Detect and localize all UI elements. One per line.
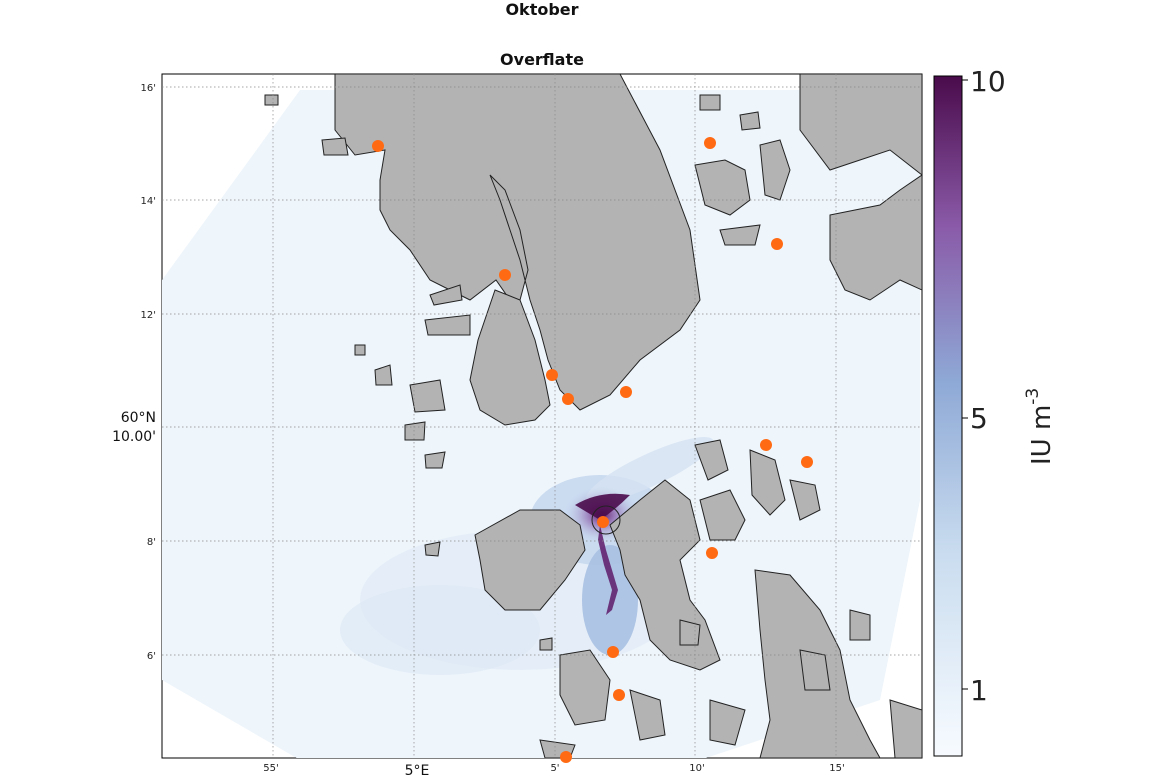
site-marker bbox=[372, 140, 384, 152]
islet-13 bbox=[849, 609, 871, 641]
lat-tick-16: 16' bbox=[141, 83, 156, 94]
lon-tick-5: 5' bbox=[550, 763, 559, 774]
land-ne-3 bbox=[759, 139, 791, 201]
site-marker bbox=[801, 456, 813, 468]
land-peninsula bbox=[469, 289, 551, 426]
lat-tick-14: 14' bbox=[141, 196, 156, 207]
site-marker bbox=[562, 393, 574, 405]
land-ne-1 bbox=[799, 74, 922, 176]
colorbar-unit-label: IU m-3 bbox=[1023, 388, 1057, 465]
land-central-west bbox=[474, 509, 586, 611]
colorbar-label-mid: 5 bbox=[970, 402, 988, 435]
land-se-3 bbox=[749, 449, 786, 516]
land-south-4 bbox=[709, 699, 746, 746]
land-mainland-north bbox=[334, 74, 701, 411]
islet-9 bbox=[264, 94, 279, 106]
site-marker bbox=[597, 516, 609, 528]
islet-4 bbox=[424, 451, 446, 469]
site-marker bbox=[607, 646, 619, 658]
colorbar-label-max: 10 bbox=[970, 65, 1006, 98]
lon-tick-5e: 5°E bbox=[405, 763, 430, 777]
islet-7 bbox=[354, 344, 366, 356]
lat-tick-major-deg: 60°N bbox=[121, 410, 156, 426]
site-marker bbox=[620, 386, 632, 398]
land-ne-2 bbox=[829, 174, 922, 301]
lon-tick-15: 15' bbox=[829, 763, 844, 774]
lon-tick-55: 55' bbox=[263, 763, 278, 774]
land-se-6 bbox=[889, 699, 922, 758]
title-month: Oktober bbox=[505, 0, 579, 19]
lat-tick-8: 8' bbox=[147, 537, 156, 548]
islet-5 bbox=[404, 421, 426, 441]
model-domain bbox=[162, 90, 920, 758]
islet-3 bbox=[429, 284, 463, 306]
land-ne-5 bbox=[719, 224, 761, 246]
site-marker bbox=[706, 547, 718, 559]
release-circle bbox=[591, 505, 621, 535]
lat-tick-12: 12' bbox=[141, 310, 156, 321]
sites-layer bbox=[372, 137, 813, 763]
land-se-4 bbox=[789, 479, 821, 521]
colorbar-unit: IU m bbox=[1027, 405, 1057, 465]
graticule bbox=[162, 74, 922, 758]
islet-11 bbox=[699, 94, 721, 111]
islet-10 bbox=[321, 137, 349, 156]
colorbar bbox=[933, 75, 963, 757]
islet-15 bbox=[539, 637, 553, 651]
islet-8 bbox=[374, 364, 393, 386]
land-central-east bbox=[609, 479, 721, 671]
land-south-1 bbox=[559, 649, 611, 726]
map-area bbox=[162, 74, 922, 758]
land-south-5 bbox=[799, 649, 831, 691]
site-marker bbox=[546, 369, 558, 381]
islet-6 bbox=[424, 541, 441, 557]
title-layer: Overflate bbox=[500, 50, 584, 69]
site-marker bbox=[613, 689, 625, 701]
site-marker bbox=[499, 269, 511, 281]
svg-text:IU m-3: IU m-3 bbox=[1023, 388, 1057, 465]
land-south-2 bbox=[629, 689, 666, 741]
islet-1 bbox=[424, 314, 471, 336]
lat-tick-6: 6' bbox=[147, 651, 156, 662]
site-marker bbox=[704, 137, 716, 149]
islet-12 bbox=[739, 111, 761, 131]
lat-tick-major-min: 10.00' bbox=[112, 429, 156, 445]
land-se-5 bbox=[694, 439, 729, 481]
site-marker bbox=[771, 238, 783, 250]
land bbox=[264, 74, 922, 758]
colorbar-label-min: 1 bbox=[970, 674, 988, 707]
colorbar-unit-exp: -3 bbox=[1023, 388, 1043, 405]
land-se-2 bbox=[699, 489, 746, 541]
site-marker bbox=[560, 751, 572, 763]
islet-14 bbox=[679, 619, 701, 646]
lon-tick-10: 10' bbox=[689, 763, 704, 774]
islet-2 bbox=[409, 379, 446, 413]
site-marker bbox=[760, 439, 772, 451]
